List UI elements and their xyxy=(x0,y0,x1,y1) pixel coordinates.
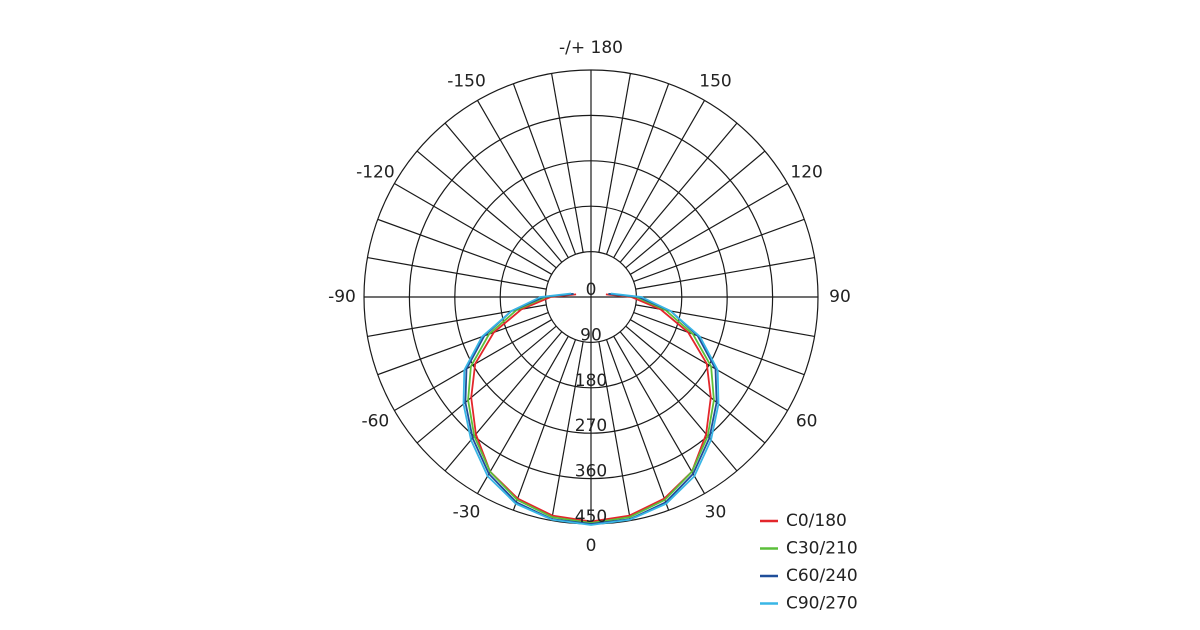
spoke xyxy=(550,73,584,253)
angle-label: 90 xyxy=(829,287,851,307)
spoke xyxy=(619,122,738,263)
spoke xyxy=(635,256,815,290)
spoke xyxy=(476,100,569,258)
spoke xyxy=(625,325,766,444)
r-tick-label: 0 xyxy=(586,280,597,300)
angle-label: -150 xyxy=(447,71,486,91)
spoke xyxy=(394,182,552,275)
spoke xyxy=(377,311,549,376)
curve xyxy=(470,293,712,523)
curve xyxy=(467,293,715,524)
spoke xyxy=(613,336,706,494)
spoke xyxy=(416,325,557,444)
spoke xyxy=(444,122,563,263)
angle-label: -120 xyxy=(356,163,395,183)
angle-label: 120 xyxy=(790,163,822,183)
spoke xyxy=(630,319,788,412)
angle-label: 60 xyxy=(796,412,818,432)
angle-label: 150 xyxy=(699,71,731,91)
angle-label: -/+ 180 xyxy=(559,38,623,58)
r-tick-label: 450 xyxy=(575,507,607,527)
spoke xyxy=(625,150,766,269)
spoke xyxy=(444,331,563,472)
angle-label: -60 xyxy=(361,412,389,432)
spoke xyxy=(598,73,632,253)
spoke xyxy=(633,218,805,283)
angle-label: -90 xyxy=(328,287,356,307)
spoke xyxy=(394,319,552,412)
spoke xyxy=(613,100,706,258)
angle-label: 30 xyxy=(705,503,727,523)
spoke xyxy=(377,218,549,283)
r-tick-label: 180 xyxy=(575,371,607,391)
r-tick-label: 90 xyxy=(580,325,602,345)
spoke xyxy=(605,339,670,511)
legend-label: C90/270 xyxy=(786,594,858,614)
spoke xyxy=(598,341,632,521)
spoke xyxy=(633,311,805,376)
angle-label: 0 xyxy=(586,536,597,556)
r-tick-label: 270 xyxy=(575,416,607,436)
spoke xyxy=(512,83,577,255)
spoke xyxy=(630,182,788,275)
r-tick-label: 360 xyxy=(575,462,607,482)
legend-label: C60/240 xyxy=(786,566,858,586)
spoke xyxy=(367,256,547,290)
spoke xyxy=(512,339,577,511)
legend-label: C0/180 xyxy=(786,511,847,531)
curve xyxy=(464,293,718,525)
spoke xyxy=(619,331,738,472)
angle-label: -30 xyxy=(453,503,481,523)
legend-label: C30/210 xyxy=(786,539,858,559)
spoke xyxy=(605,83,670,255)
spoke xyxy=(550,341,584,521)
spoke xyxy=(416,150,557,269)
curve xyxy=(462,292,720,526)
spoke xyxy=(476,336,569,494)
